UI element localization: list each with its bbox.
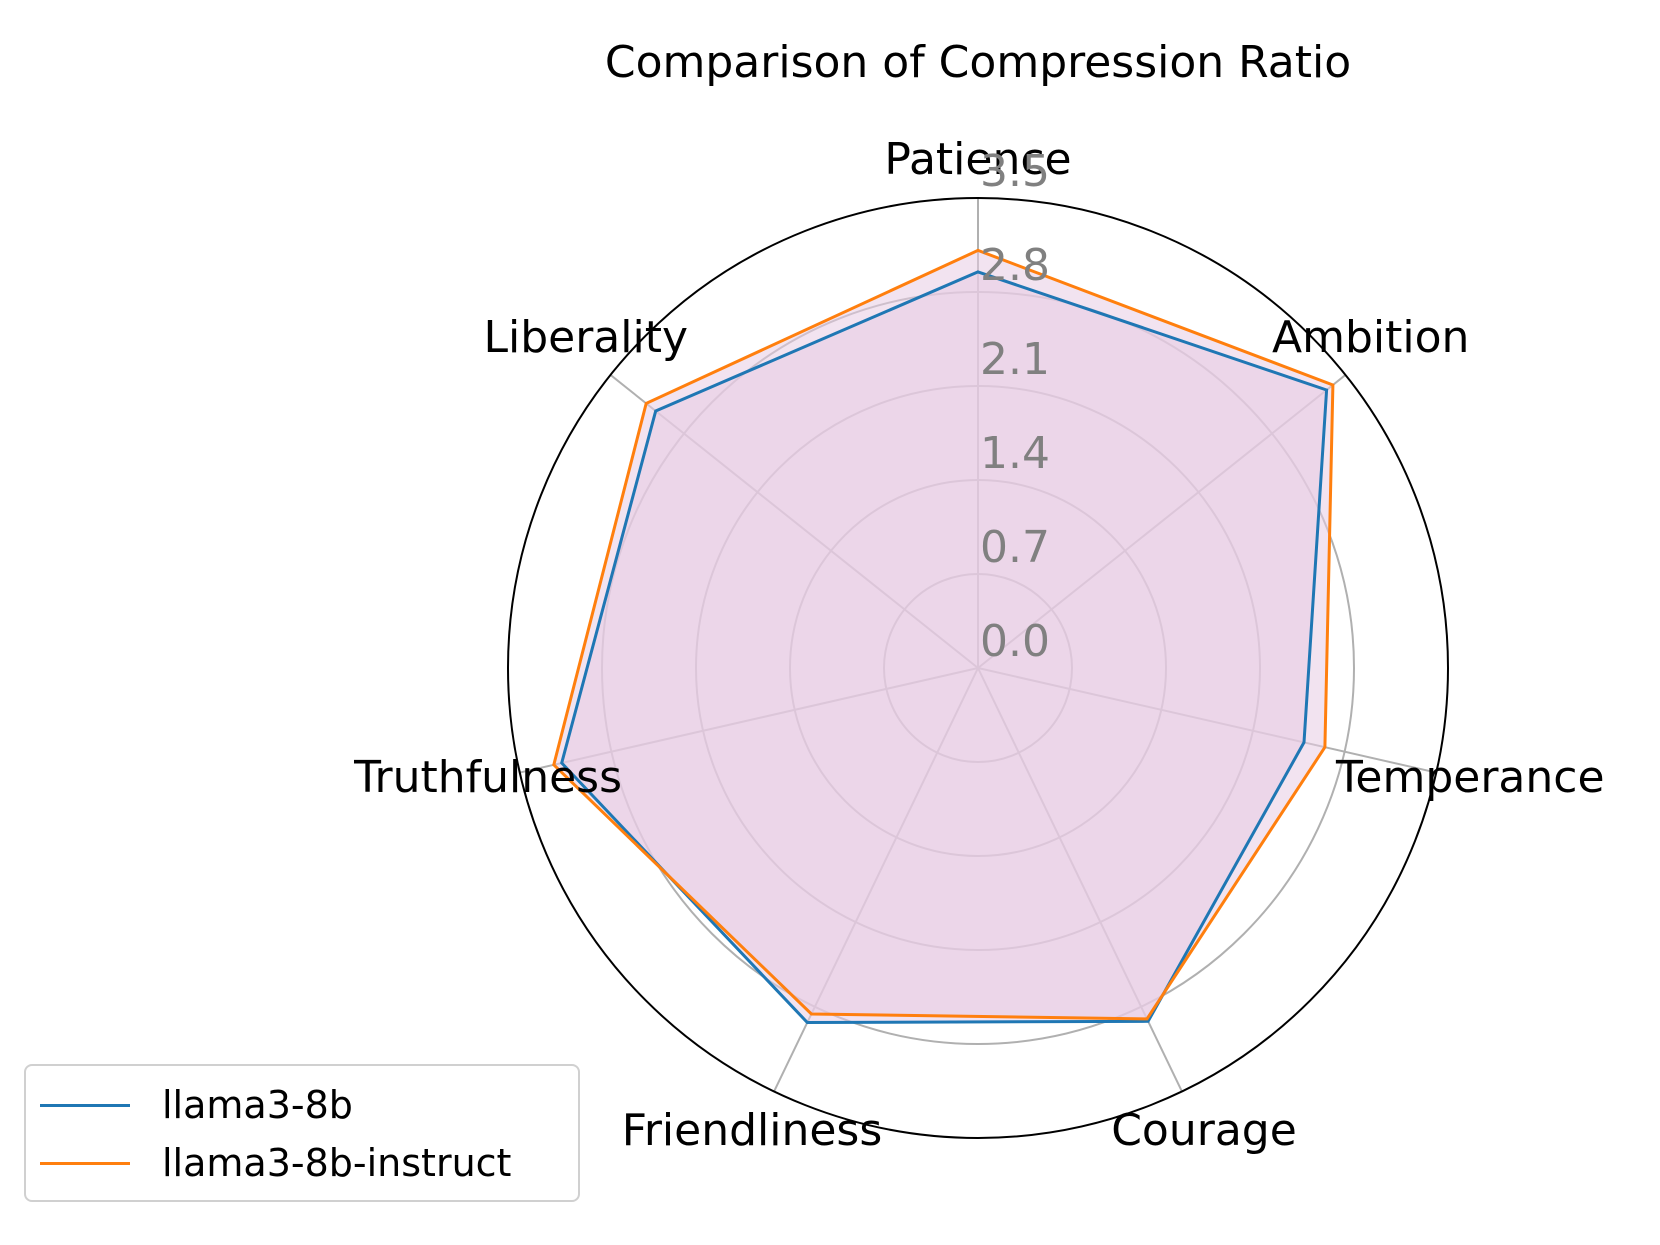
legend-label-llama3-8b-instruct: llama3-8b-instruct (162, 1141, 512, 1185)
category-label-truthfulness: Truthfulness (353, 752, 622, 803)
category-label-ambition: Ambition (1272, 312, 1469, 363)
legend-item-llama3-8b-instruct: llama3-8b-instruct (40, 1141, 512, 1185)
category-label-temperance: Temperance (1335, 752, 1605, 803)
outer-frame (507, 197, 1449, 1139)
legend-item-llama3-8b: llama3-8b (40, 1083, 353, 1127)
radial-tick-labels: 0.0 0.7 1.4 2.1 2.8 3.5 (980, 146, 1050, 667)
category-label-patience: Patience (884, 134, 1071, 185)
radial-tick-4: 2.8 (980, 240, 1050, 291)
legend-swatch-llama3-8b (40, 1103, 130, 1107)
radial-tick-0: 0.0 (980, 616, 1050, 667)
radial-tick-5: 3.5 (980, 146, 1050, 197)
legend: llama3-8b llama3-8b-instruct (24, 1064, 580, 1202)
series-line-llama3-8b (560, 270, 1329, 1025)
legend-label-llama3-8b: llama3-8b (162, 1083, 353, 1127)
category-label-friendliness: Friendliness (622, 1105, 883, 1156)
series-fill-layer (553, 250, 1333, 1023)
series-fill-llama3-8b-instruct (553, 250, 1333, 1019)
radial-tick-2: 1.4 (980, 428, 1050, 479)
chart-title: Comparison of Compression Ratio (605, 37, 1351, 88)
series-line-llama3-8b-instruct (552, 248, 1335, 1021)
legend-swatch-llama3-8b-instruct (40, 1161, 130, 1165)
radial-tick-3: 2.1 (980, 334, 1050, 385)
category-label-liberality: Liberality (483, 312, 688, 363)
category-label-courage: Courage (1111, 1105, 1297, 1156)
series-line-layer (507, 197, 1449, 1139)
category-labels: Patience Ambition Temperance Courage Friendl… (353, 134, 1604, 1156)
radial-tick-1: 0.7 (980, 522, 1050, 573)
